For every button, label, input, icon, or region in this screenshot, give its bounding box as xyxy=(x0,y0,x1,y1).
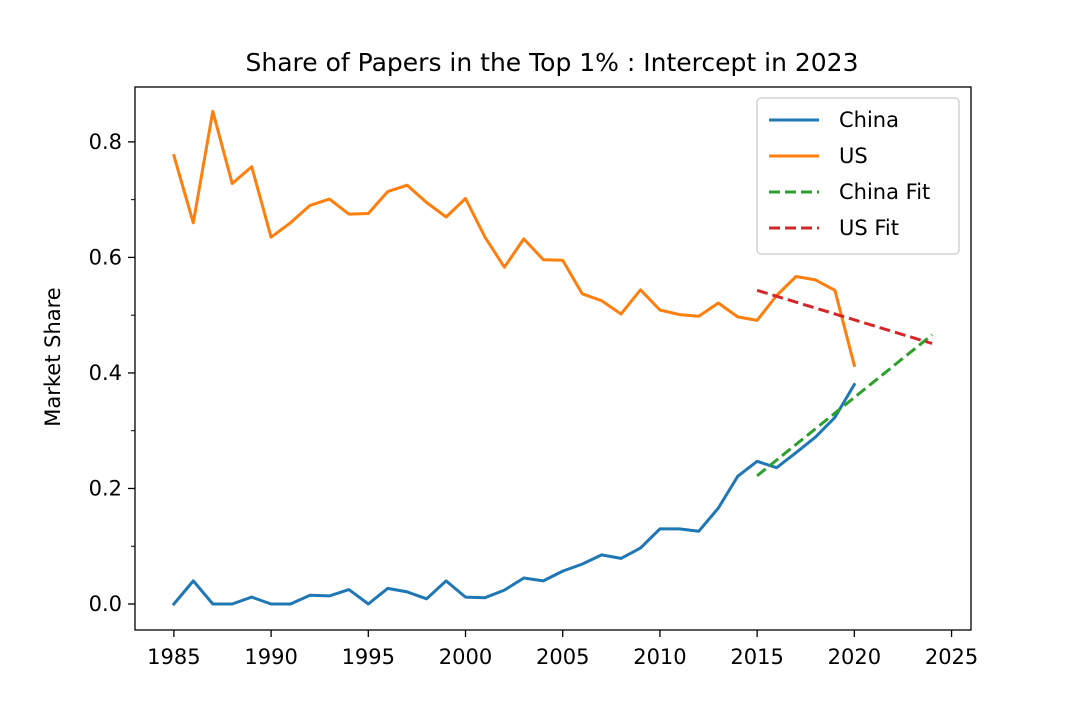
x-tick-label: 2015 xyxy=(730,645,783,669)
plot-area xyxy=(171,109,934,607)
y-tick-label: 0.8 xyxy=(89,130,122,154)
x-axis: 1985 1990 1995 2000 2005 2010 2015 2020 2025 xyxy=(147,630,978,669)
series-line-us-fit xyxy=(756,288,933,345)
x-tick-label: 2005 xyxy=(536,645,589,669)
y-tick-label: 0.4 xyxy=(89,361,122,385)
chart-title: Share of Papers in the Top 1% : Intercep… xyxy=(246,48,859,77)
x-tick-label: 1985 xyxy=(147,645,200,669)
series-line-us xyxy=(172,109,857,368)
legend-label-china: China xyxy=(839,108,899,132)
y-axis-label: Market Share xyxy=(41,287,65,426)
axes-frame xyxy=(134,86,972,631)
x-tick-label: 2025 xyxy=(925,645,978,669)
series-line-china xyxy=(171,382,857,607)
x-tick-label: 1995 xyxy=(342,645,395,669)
x-tick-label: 2000 xyxy=(439,645,492,669)
legend-box xyxy=(756,97,960,255)
y-tick-label: 0.6 xyxy=(89,245,122,269)
x-tick-label: 2010 xyxy=(633,645,686,669)
y-axis: 0.0 0.2 0.4 0.6 0.8 xyxy=(89,130,135,616)
legend-label-us: US xyxy=(839,144,868,168)
y-tick-label: 0.2 xyxy=(89,476,122,500)
legend-label-china-fit: China Fit xyxy=(839,180,930,204)
x-tick-label: 1990 xyxy=(244,645,297,669)
legend: China US China Fit US Fit xyxy=(756,97,960,255)
y-tick-label: 0.0 xyxy=(89,592,122,616)
x-tick-label: 2020 xyxy=(828,645,881,669)
series-line-china-fit xyxy=(756,333,934,477)
legend-label-us-fit: US Fit xyxy=(839,216,899,240)
